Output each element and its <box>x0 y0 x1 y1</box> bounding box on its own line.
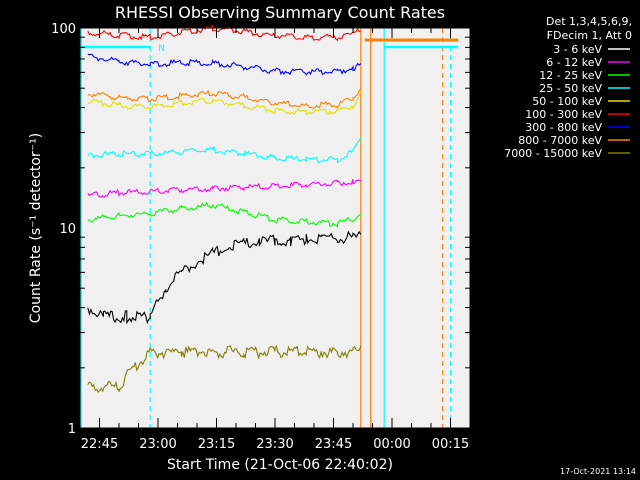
y-tick-label: 100 <box>51 22 76 37</box>
legend-entry: 6 - 12 keV <box>546 56 630 69</box>
legend-entry: 25 - 50 keV <box>539 82 630 95</box>
legend-label: 12 - 25 keV <box>539 69 602 82</box>
legend-label: 50 - 100 keV <box>532 95 602 108</box>
legend-entry: 3 - 6 keV <box>553 43 630 56</box>
series-line <box>87 88 362 109</box>
legend-header-line-2: FDecim 1, Att 0 <box>547 29 632 42</box>
series-line <box>87 230 362 325</box>
x-axis-label: Start Time (21-Oct-06 22:40:02) <box>167 457 393 473</box>
y-tick-label: 10 <box>59 222 76 237</box>
legend-entry: 300 - 800 keV <box>525 121 630 134</box>
x-tick-label: 23:00 <box>139 437 176 452</box>
legend-entry: 800 - 7000 keV <box>518 134 630 147</box>
plot-area <box>80 28 470 428</box>
series-line <box>87 201 362 228</box>
x-tick-label: 23:15 <box>198 437 235 452</box>
legend-label: 6 - 12 keV <box>546 56 602 69</box>
legend-label: 300 - 800 keV <box>525 121 602 134</box>
series-line <box>87 53 362 77</box>
series-line <box>87 178 362 198</box>
y-tick-label: 1 <box>68 422 76 437</box>
x-tick-label: 23:45 <box>315 437 352 452</box>
observing-event-markers: N <box>80 28 459 428</box>
legend-entry: 7000 - 15000 keV <box>504 147 630 160</box>
chart-title: RHESSI Observing Summary Count Rates <box>115 3 445 22</box>
x-tick-label: 00:15 <box>432 437 469 452</box>
legend-entry: 100 - 300 keV <box>525 108 630 121</box>
legend-label: 800 - 7000 keV <box>518 134 602 147</box>
legend-label: 25 - 50 keV <box>539 82 602 95</box>
series-line <box>87 90 362 116</box>
legend-entry: 50 - 100 keV <box>532 95 630 108</box>
legend-label: 100 - 300 keV <box>525 108 602 121</box>
legend-label: 3 - 6 keV <box>553 43 602 56</box>
x-tick-label: 00:00 <box>373 437 410 452</box>
x-tick-label: 22:45 <box>81 437 118 452</box>
tick-labels: 22:45 23:00 23:15 23:30 23:45 00:00 00:15 1 10 10… <box>51 22 469 452</box>
series-line <box>87 137 362 164</box>
x-tick-label: 23:30 <box>256 437 293 452</box>
annotation-n: N <box>158 44 165 54</box>
axes-layer <box>79 27 471 429</box>
y-axis-label: Count Rate (s⁻¹ detector⁻¹) <box>28 133 44 323</box>
series-line <box>87 24 361 42</box>
footer-date: 17-Oct-2021 13:14 <box>560 467 636 476</box>
legend-header-line-1: Det 1,3,4,5,6,9, <box>546 15 632 28</box>
legend-entry: 12 - 25 keV <box>539 69 630 82</box>
legend-label: 7000 - 15000 keV <box>504 147 602 160</box>
series-line <box>87 345 362 394</box>
series-layer <box>87 24 362 394</box>
